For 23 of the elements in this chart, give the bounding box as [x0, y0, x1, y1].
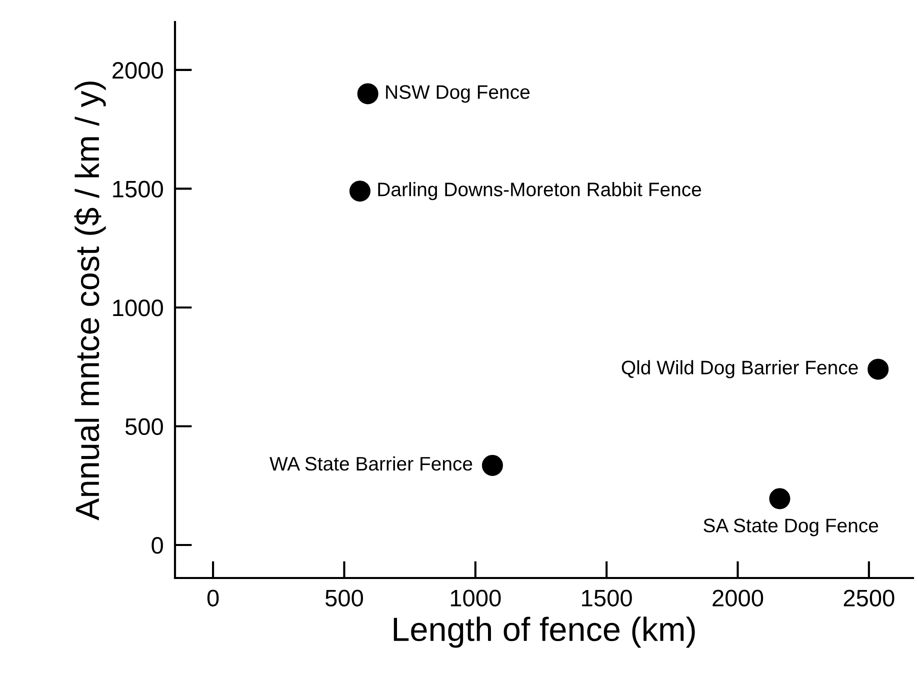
annotation: Darling Downs-Moreton Rabbit Fence [378, 182, 702, 200]
y-tick-label: 0 [152, 537, 163, 554]
x-tick-label: 1500 [582, 590, 632, 606]
annotation: WA State Barrier Fence [270, 456, 472, 471]
x-tick-label: 2500 [844, 590, 894, 606]
point [357, 83, 378, 104]
annotation: Qld Wild Dog Barrier Fence [622, 360, 858, 378]
point [769, 488, 790, 510]
x-tick-label: 0 [207, 590, 219, 606]
y-tick-label: 500 [125, 418, 163, 436]
point [482, 454, 503, 476]
x-tick-label: 500 [325, 590, 363, 606]
x-tick-label: 2000 [712, 590, 764, 606]
y-tick-label: 1500 [113, 180, 163, 198]
point [868, 358, 889, 380]
y-tick-label: 1000 [113, 300, 163, 316]
point [349, 180, 370, 202]
x-axis-title: Length of fence (km) [394, 616, 695, 648]
y-tick-label: 2000 [112, 62, 163, 79]
y-axis-title: Annual mntce cost ($ / km / y) [74, 82, 106, 520]
x-tick-label: 1000 [450, 590, 501, 606]
annotation: NSW Dog Fence [386, 85, 530, 103]
annotation: SA State Dog Fence [704, 518, 878, 536]
